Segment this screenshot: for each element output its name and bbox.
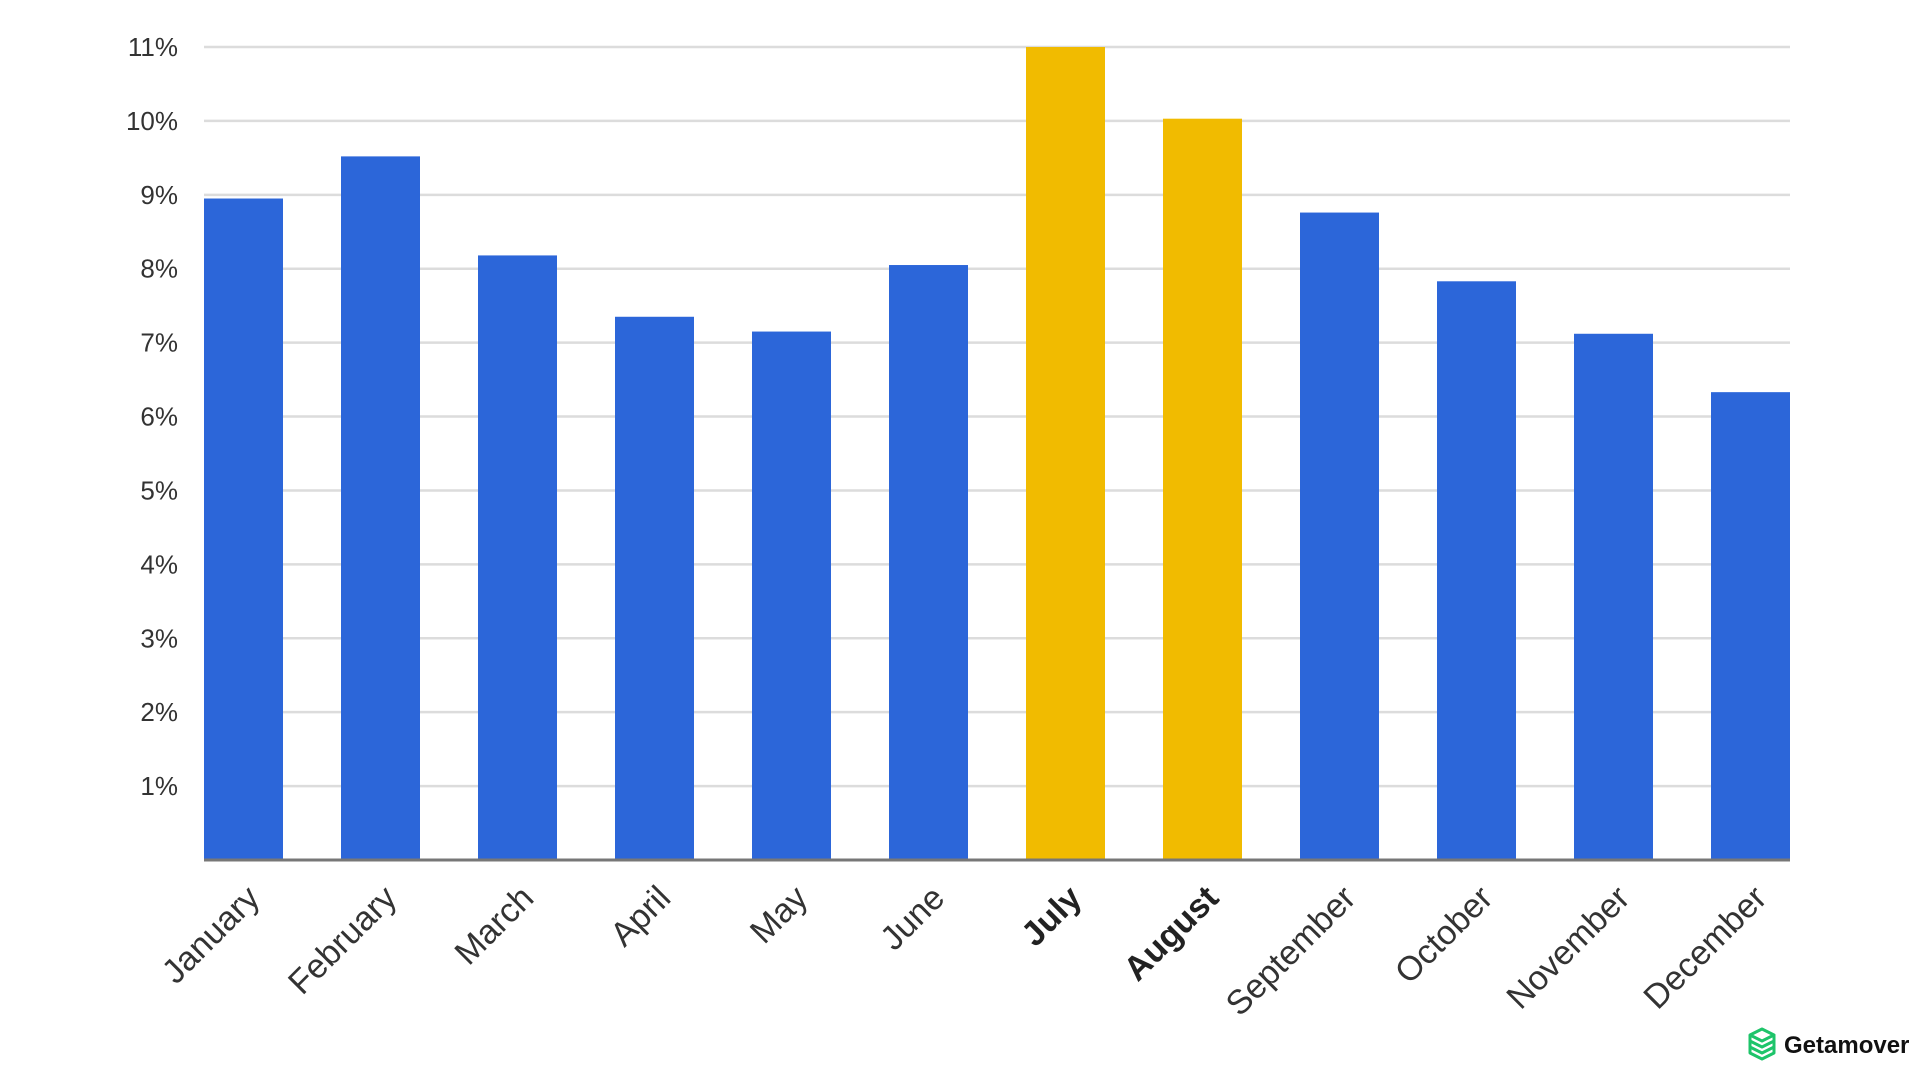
bar-january bbox=[204, 198, 283, 860]
x-tick-label-july: July bbox=[1014, 879, 1089, 954]
y-tick-label: 8% bbox=[140, 254, 178, 284]
bar-november bbox=[1574, 333, 1653, 860]
y-tick-label: 4% bbox=[140, 549, 178, 579]
y-tick-label: 5% bbox=[140, 475, 178, 505]
y-tick-label: 6% bbox=[140, 402, 178, 432]
x-tick-label-august: August bbox=[1116, 879, 1226, 989]
bar-april bbox=[615, 316, 694, 860]
x-tick-label-december: December bbox=[1636, 879, 1774, 1017]
x-tick-label-september: September bbox=[1219, 879, 1363, 1023]
bar-september bbox=[1300, 212, 1379, 860]
y-axis-ticks: 1% 2% 3% 4% 5% 6% 7% 8% 9% 10% 11% bbox=[126, 32, 178, 801]
bar-march bbox=[478, 255, 557, 860]
bar-may bbox=[752, 331, 831, 860]
bar-december bbox=[1711, 392, 1790, 860]
y-tick-label: 3% bbox=[140, 623, 178, 653]
bar-october bbox=[1437, 281, 1516, 860]
bar-august bbox=[1163, 118, 1242, 860]
x-tick-label-june: June bbox=[873, 879, 952, 958]
y-tick-label: 11% bbox=[128, 32, 178, 62]
x-tick-label-may: May bbox=[743, 879, 815, 951]
x-tick-label-january: January bbox=[155, 879, 267, 991]
x-tick-label-november: November bbox=[1499, 879, 1637, 1017]
bar-february bbox=[341, 156, 420, 861]
y-tick-label: 7% bbox=[140, 328, 178, 358]
bar-july bbox=[1026, 47, 1105, 860]
x-tick-label-april: April bbox=[603, 879, 678, 954]
bars bbox=[204, 47, 1790, 861]
y-tick-label: 10% bbox=[126, 106, 178, 136]
y-tick-label: 1% bbox=[140, 771, 178, 801]
x-tick-label-october: October bbox=[1388, 879, 1500, 991]
box-stack-icon bbox=[1748, 1027, 1776, 1061]
gridlines bbox=[204, 45, 1790, 788]
x-tick-label-march: March bbox=[447, 879, 541, 973]
bar-june bbox=[889, 265, 968, 860]
x-tick-label-february: February bbox=[281, 879, 404, 1002]
brand-name: Getamover bbox=[1784, 1032, 1909, 1059]
brand-logo: Getamover bbox=[1748, 1027, 1909, 1061]
y-tick-label: 2% bbox=[140, 697, 178, 727]
x-axis-labels: January February March April May June July Augu… bbox=[155, 879, 1774, 1024]
y-tick-label: 9% bbox=[140, 180, 178, 210]
